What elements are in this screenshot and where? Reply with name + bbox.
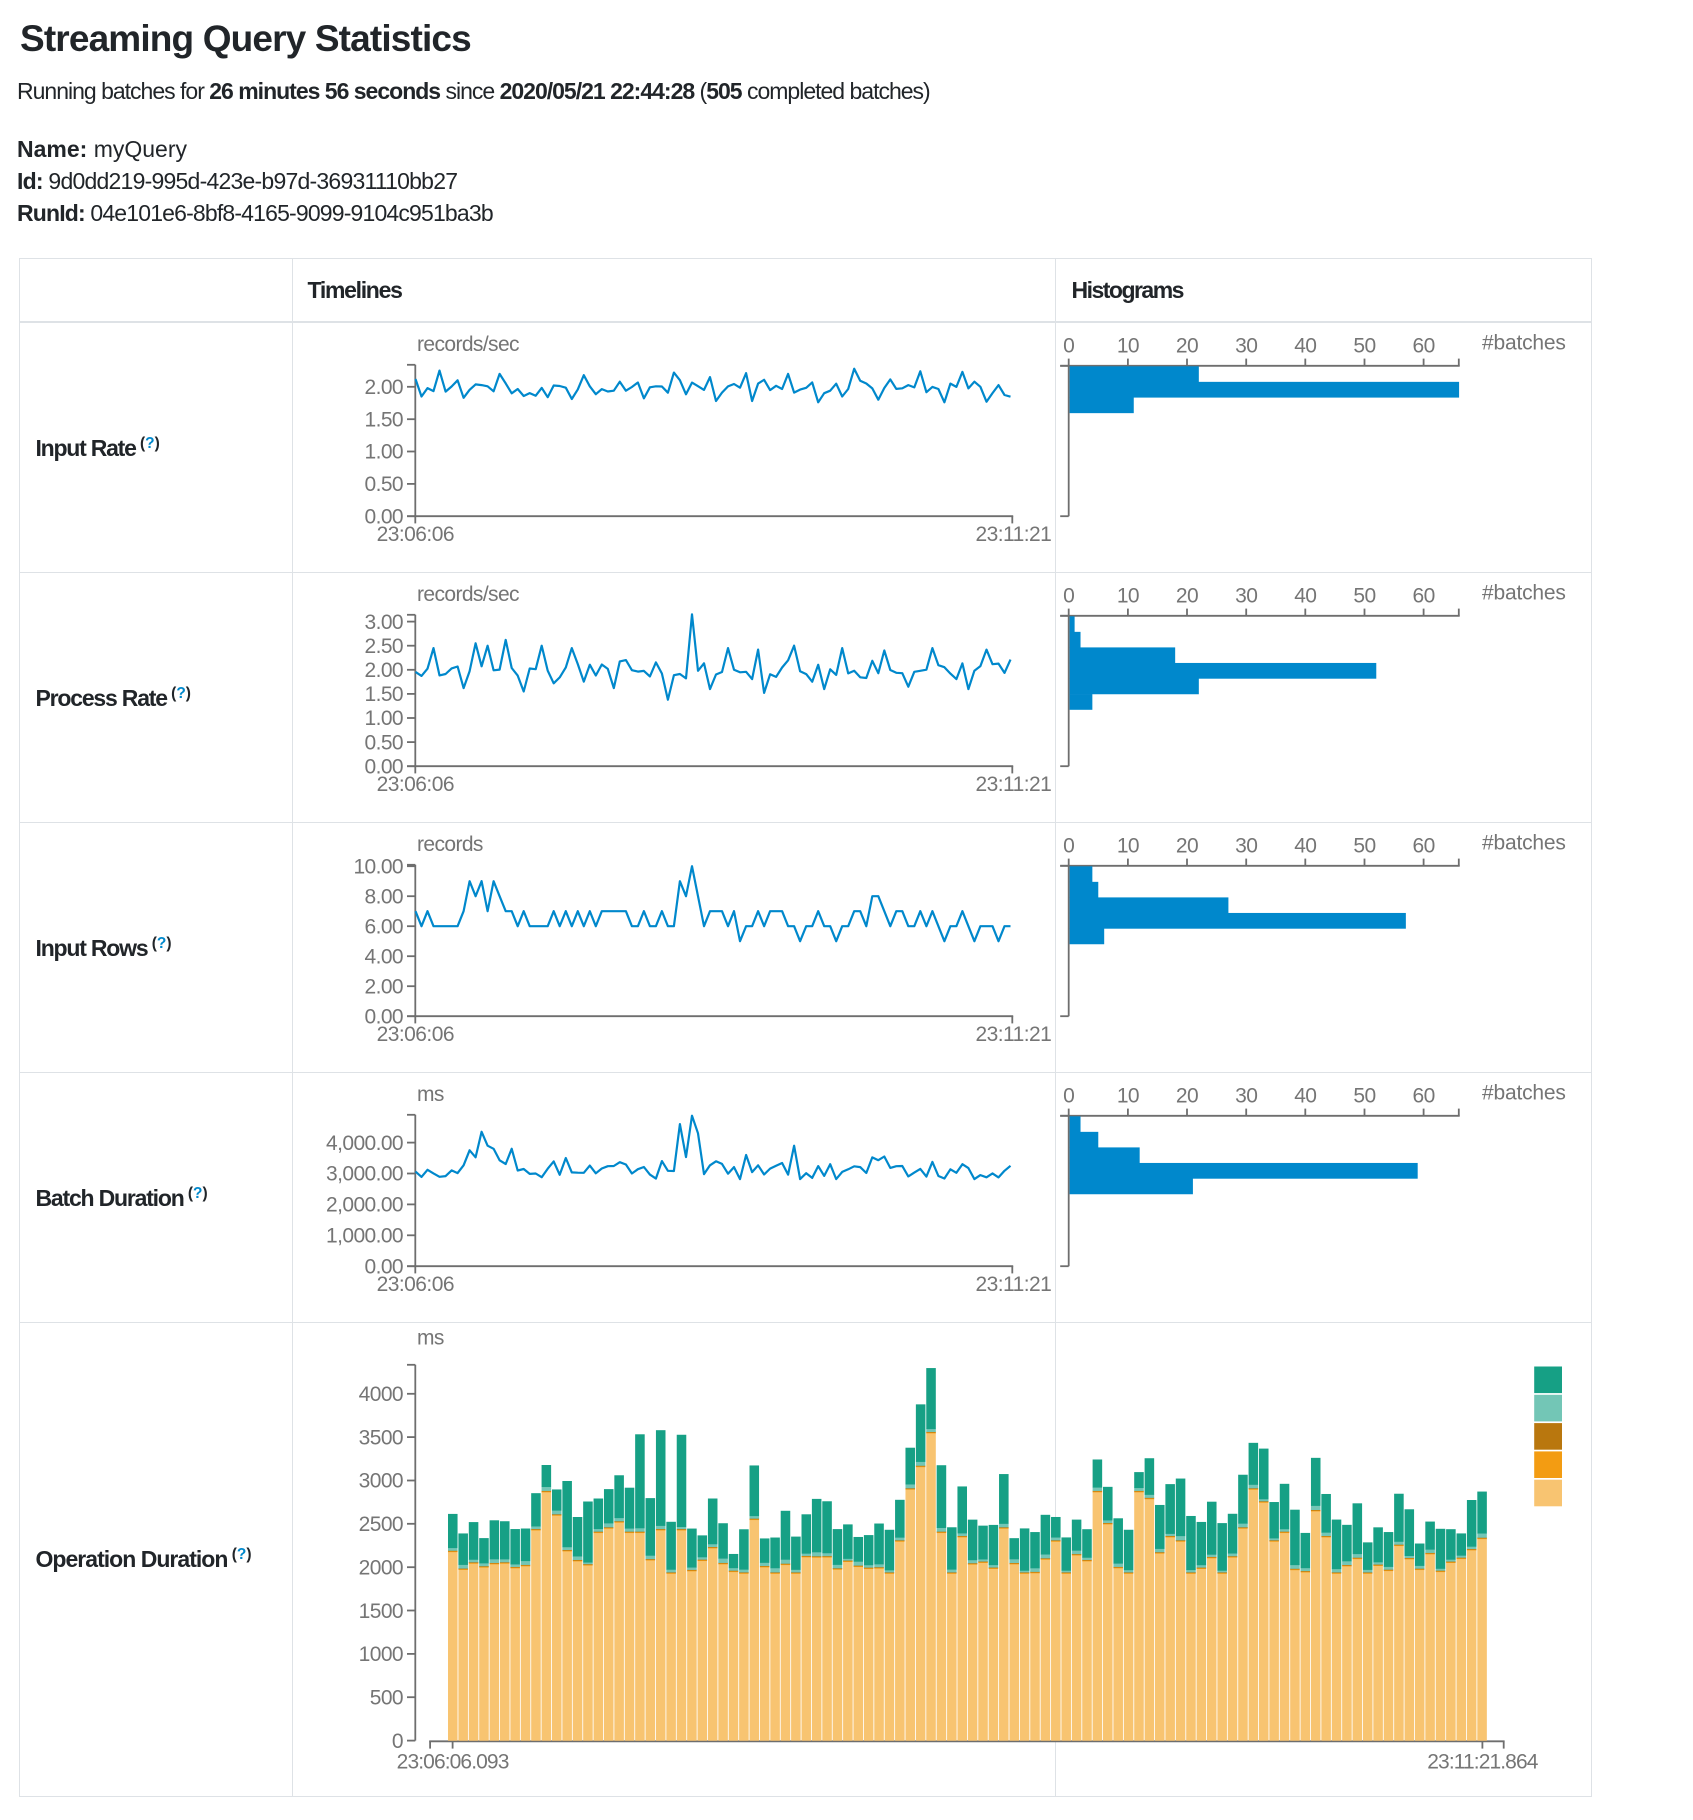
svg-text:10.00: 10.00 [353,855,403,878]
svg-text:0.50: 0.50 [365,473,403,496]
svg-text:2500: 2500 [359,1513,403,1536]
svg-text:50: 50 [1353,834,1375,857]
svg-text:2000: 2000 [359,1556,403,1579]
svg-text:#batches: #batches [1482,831,1566,854]
svg-text:50: 50 [1353,584,1375,607]
svg-text:23:06:06.093: 23:06:06.093 [397,1751,509,1774]
svg-text:20: 20 [1176,1084,1198,1107]
svg-text:10: 10 [1117,334,1139,357]
svg-text:0.00: 0.00 [365,1255,403,1278]
svg-text:4000: 4000 [359,1383,403,1406]
svg-text:23:11:21: 23:11:21 [976,773,1052,796]
svg-text:0.00: 0.00 [365,755,403,778]
svg-text:6.00: 6.00 [365,915,403,938]
svg-text:#batches: #batches [1482,1081,1566,1104]
svg-text:30: 30 [1235,834,1257,857]
svg-text:10: 10 [1117,1084,1139,1107]
svg-text:60: 60 [1413,334,1435,357]
svg-text:1.50: 1.50 [365,408,403,431]
svg-text:23:06:06: 23:06:06 [377,1273,454,1296]
svg-text:30: 30 [1235,584,1257,607]
svg-text:2.00: 2.00 [365,975,403,998]
svg-text:0.00: 0.00 [365,505,403,528]
svg-text:40: 40 [1294,584,1316,607]
svg-text:40: 40 [1294,834,1316,857]
svg-text:1.00: 1.00 [365,707,403,730]
svg-text:23:11:21: 23:11:21 [976,523,1052,546]
svg-text:20: 20 [1176,334,1198,357]
svg-text:0: 0 [1063,1084,1074,1107]
svg-text:1000: 1000 [359,1643,403,1666]
svg-text:60: 60 [1413,584,1435,607]
svg-text:23:11:21: 23:11:21 [976,1273,1052,1296]
svg-text:20: 20 [1176,584,1198,607]
svg-text:2.00: 2.00 [365,659,403,682]
svg-text:0: 0 [1063,834,1074,857]
svg-text:records/sec: records/sec [417,333,519,356]
svg-text:8.00: 8.00 [365,885,403,908]
svg-text:4,000.00: 4,000.00 [326,1132,403,1155]
svg-text:records/sec: records/sec [417,583,519,606]
svg-text:ms: ms [417,1327,444,1350]
svg-text:1.00: 1.00 [365,441,403,464]
svg-text:1500: 1500 [359,1600,403,1623]
svg-text:3000: 3000 [359,1470,403,1493]
svg-text:1,000.00: 1,000.00 [326,1225,403,1248]
svg-text:10: 10 [1117,834,1139,857]
svg-text:0: 0 [1063,584,1074,607]
svg-text:40: 40 [1294,1084,1316,1107]
svg-text:40: 40 [1294,334,1316,357]
svg-text:2,000.00: 2,000.00 [326,1194,403,1217]
svg-text:50: 50 [1353,334,1375,357]
svg-text:#batches: #batches [1482,331,1566,354]
svg-text:20: 20 [1176,834,1198,857]
svg-text:0.00: 0.00 [365,1005,403,1028]
svg-text:2.00: 2.00 [365,376,403,399]
svg-text:500: 500 [370,1687,403,1710]
svg-text:ms: ms [417,1083,444,1106]
svg-text:50: 50 [1353,1084,1375,1107]
svg-text:0.50: 0.50 [365,731,403,754]
svg-text:3500: 3500 [359,1426,403,1449]
svg-text:23:06:06: 23:06:06 [377,1023,454,1046]
svg-text:60: 60 [1413,1084,1435,1107]
svg-text:60: 60 [1413,834,1435,857]
svg-text:10: 10 [1117,584,1139,607]
svg-text:23:11:21.864: 23:11:21.864 [1427,1751,1538,1774]
svg-text:1.50: 1.50 [365,683,403,706]
svg-text:23:06:06: 23:06:06 [377,523,454,546]
svg-text:30: 30 [1235,1084,1257,1107]
svg-text:2.50: 2.50 [365,635,403,658]
svg-text:0: 0 [392,1730,403,1753]
svg-text:#batches: #batches [1482,581,1566,604]
svg-text:records: records [417,833,483,856]
svg-text:3,000.00: 3,000.00 [326,1163,403,1186]
svg-text:3.00: 3.00 [365,611,403,634]
svg-text:30: 30 [1235,334,1257,357]
svg-text:23:11:21: 23:11:21 [976,1023,1052,1046]
svg-text:0: 0 [1063,334,1074,357]
svg-text:23:06:06: 23:06:06 [377,773,454,796]
svg-text:4.00: 4.00 [365,945,403,968]
